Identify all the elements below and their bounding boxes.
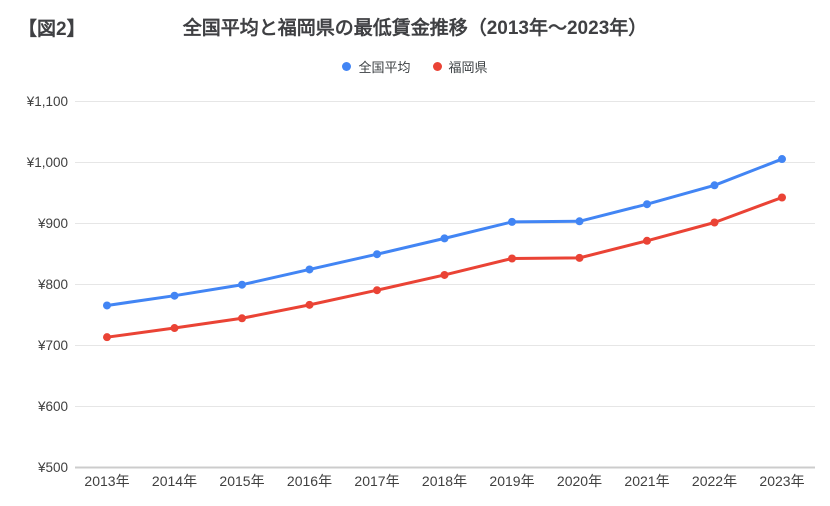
x-axis-tick-label: 2013年 (84, 473, 129, 489)
x-axis-tick-label: 2023年 (759, 473, 804, 489)
data-point[interactable] (575, 253, 584, 262)
data-point[interactable] (710, 181, 719, 190)
x-axis-tick-label: 2014年 (152, 473, 197, 489)
data-point[interactable] (305, 300, 314, 309)
x-axis-tick-label: 2021年 (624, 473, 669, 489)
data-point[interactable] (238, 280, 246, 289)
x-axis-tick-label: 2020年 (557, 473, 602, 489)
data-point[interactable] (710, 218, 719, 227)
x-axis-tick-label: 2017年 (354, 473, 399, 489)
data-point[interactable] (103, 333, 111, 342)
y-axis-tick-label: ¥900 (37, 216, 68, 231)
legend-label: 全国平均 (358, 60, 411, 75)
x-axis-tick-label: 2018年 (422, 473, 467, 489)
page-title: 全国平均と福岡県の最低賃金推移（2013年〜2023年） (182, 18, 648, 39)
data-point[interactable] (508, 217, 516, 226)
legend-label: 福岡県 (448, 60, 488, 75)
y-axis-tick-label: ¥600 (37, 399, 68, 414)
data-point[interactable] (778, 155, 786, 164)
x-axis-tick-label: 2016年 (287, 473, 332, 489)
y-axis-tick-label: ¥500 (37, 460, 68, 475)
data-point[interactable] (508, 254, 516, 263)
data-point[interactable] (440, 234, 449, 243)
legend-item-national-average: 全国平均 (342, 57, 411, 76)
y-axis-tick-label: ¥1,000 (26, 155, 68, 170)
chart-header: 【図2】 全国平均と福岡県の最低賃金推移（2013年〜2023年） (0, 13, 830, 41)
y-axis-tick-label: ¥700 (37, 338, 68, 353)
x-axis-tick-label: 2022年 (692, 473, 737, 489)
data-point[interactable] (373, 250, 381, 259)
data-point[interactable] (575, 217, 584, 226)
data-point[interactable] (238, 314, 246, 323)
x-axis-tick-label: 2015年 (219, 473, 264, 489)
series-line (105, 195, 784, 339)
x-axis-tick-label: 2019年 (489, 473, 534, 489)
data-point[interactable] (643, 200, 651, 209)
legend-dot-blue-icon (342, 62, 352, 71)
chart-legend: 全国平均 福岡県 (0, 57, 830, 76)
data-point[interactable] (170, 291, 179, 300)
data-point[interactable] (440, 270, 449, 279)
y-axis-tick-label: ¥800 (37, 277, 68, 292)
data-point[interactable] (373, 286, 381, 295)
figure-label: 【図2】 (18, 19, 86, 40)
legend-item-fukuoka: 福岡県 (432, 57, 488, 76)
data-point[interactable] (170, 324, 179, 333)
data-point[interactable] (643, 236, 651, 245)
legend-dot-red-icon (432, 62, 442, 71)
data-point[interactable] (305, 265, 314, 274)
data-point[interactable] (103, 301, 111, 310)
y-axis-tick-label: ¥1,100 (26, 94, 68, 109)
data-point[interactable] (778, 193, 786, 202)
